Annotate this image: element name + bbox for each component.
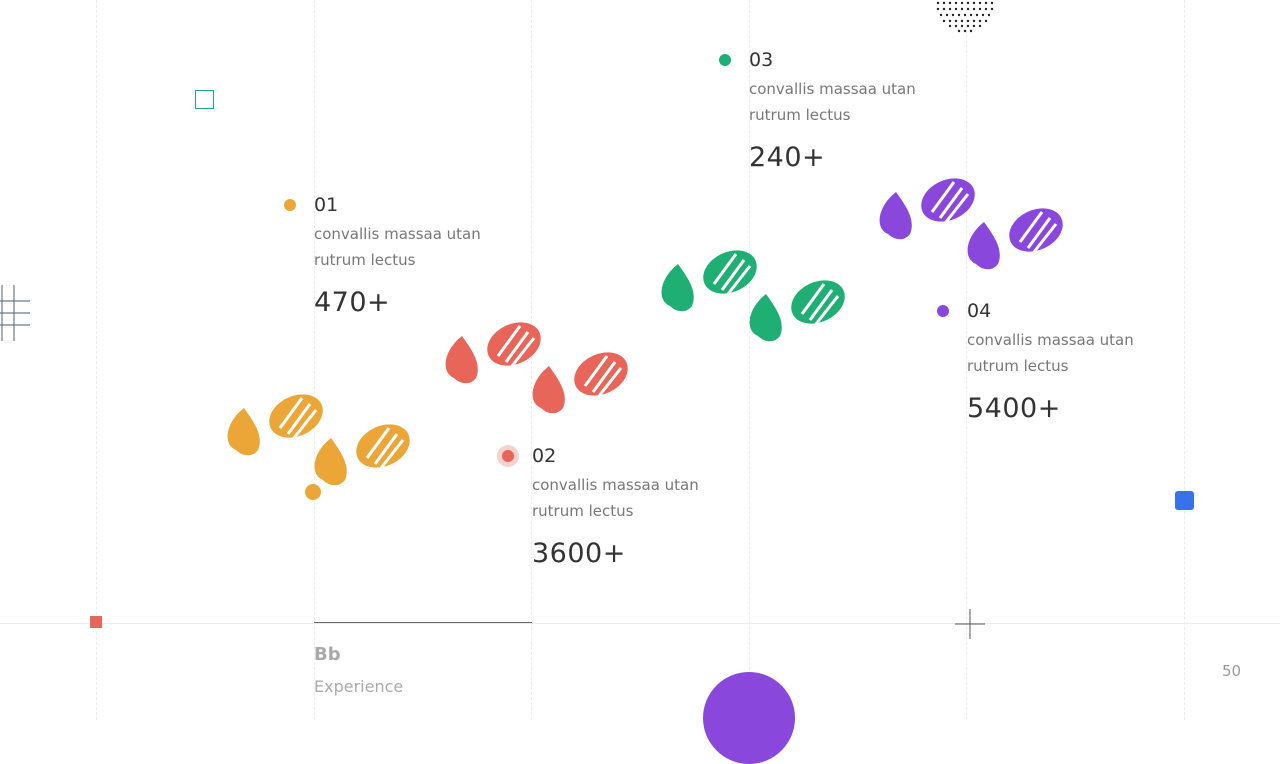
point-number: 03 bbox=[749, 49, 774, 71]
blue-square-icon bbox=[1175, 491, 1194, 510]
footprint-icon bbox=[227, 386, 330, 456]
point-number: 01 bbox=[314, 194, 339, 216]
point-value: 240+ bbox=[749, 142, 826, 173]
point-value: 470+ bbox=[314, 287, 391, 318]
brand-logo-text: Bb bbox=[314, 644, 341, 665]
footer-accent-line bbox=[314, 622, 532, 623]
bullet-dot bbox=[719, 54, 731, 66]
footprints-graphic bbox=[227, 170, 1070, 500]
point-description: convallis massaa utan rutrum lectus bbox=[967, 331, 1134, 375]
bullet-dot bbox=[502, 450, 514, 462]
bullet-dot bbox=[284, 199, 296, 211]
grid-line bbox=[531, 0, 532, 720]
footprint-icon bbox=[879, 170, 982, 240]
grid-line bbox=[96, 0, 97, 720]
footer-divider bbox=[0, 623, 1280, 624]
footprint-icon bbox=[314, 416, 417, 486]
point-number: 02 bbox=[532, 445, 557, 467]
grid-line bbox=[749, 0, 750, 720]
footer-subtitle: Experience bbox=[314, 677, 404, 696]
stat-point-02: 02 convallis massaa utan rutrum lectus 3… bbox=[502, 443, 762, 569]
outline-square-icon bbox=[195, 90, 214, 109]
footprint-icon bbox=[749, 272, 852, 342]
grid-line bbox=[1184, 0, 1185, 720]
bullet-dot bbox=[937, 305, 949, 317]
point-value: 5400+ bbox=[967, 393, 1061, 424]
footprint-icon bbox=[967, 200, 1070, 270]
point-description: convallis massaa utan rutrum lectus bbox=[314, 225, 481, 269]
point-value: 3600+ bbox=[532, 538, 626, 569]
page-number: 50 bbox=[1222, 662, 1242, 680]
red-square-icon bbox=[90, 616, 102, 628]
stat-point-01: 01 convallis massaa utan rutrum lectus 4… bbox=[284, 192, 544, 318]
footprint-icon bbox=[445, 314, 548, 384]
dot-pattern-icon bbox=[936, 1, 994, 33]
point-number: 04 bbox=[967, 300, 992, 322]
step-dot bbox=[305, 484, 321, 500]
point-description: convallis massaa utan rutrum lectus bbox=[532, 476, 699, 520]
plus-icon bbox=[955, 609, 985, 639]
grid-icon bbox=[0, 285, 30, 341]
footprint-icon bbox=[661, 242, 764, 312]
grid-line bbox=[966, 0, 967, 720]
grid-line bbox=[314, 0, 315, 720]
stat-point-04: 04 convallis massaa utan rutrum lectus 5… bbox=[937, 298, 1197, 424]
footprint-icon bbox=[532, 344, 635, 414]
point-description: convallis massaa utan rutrum lectus bbox=[749, 80, 916, 124]
stat-point-03: 03 convallis massaa utan rutrum lectus 2… bbox=[719, 47, 979, 173]
